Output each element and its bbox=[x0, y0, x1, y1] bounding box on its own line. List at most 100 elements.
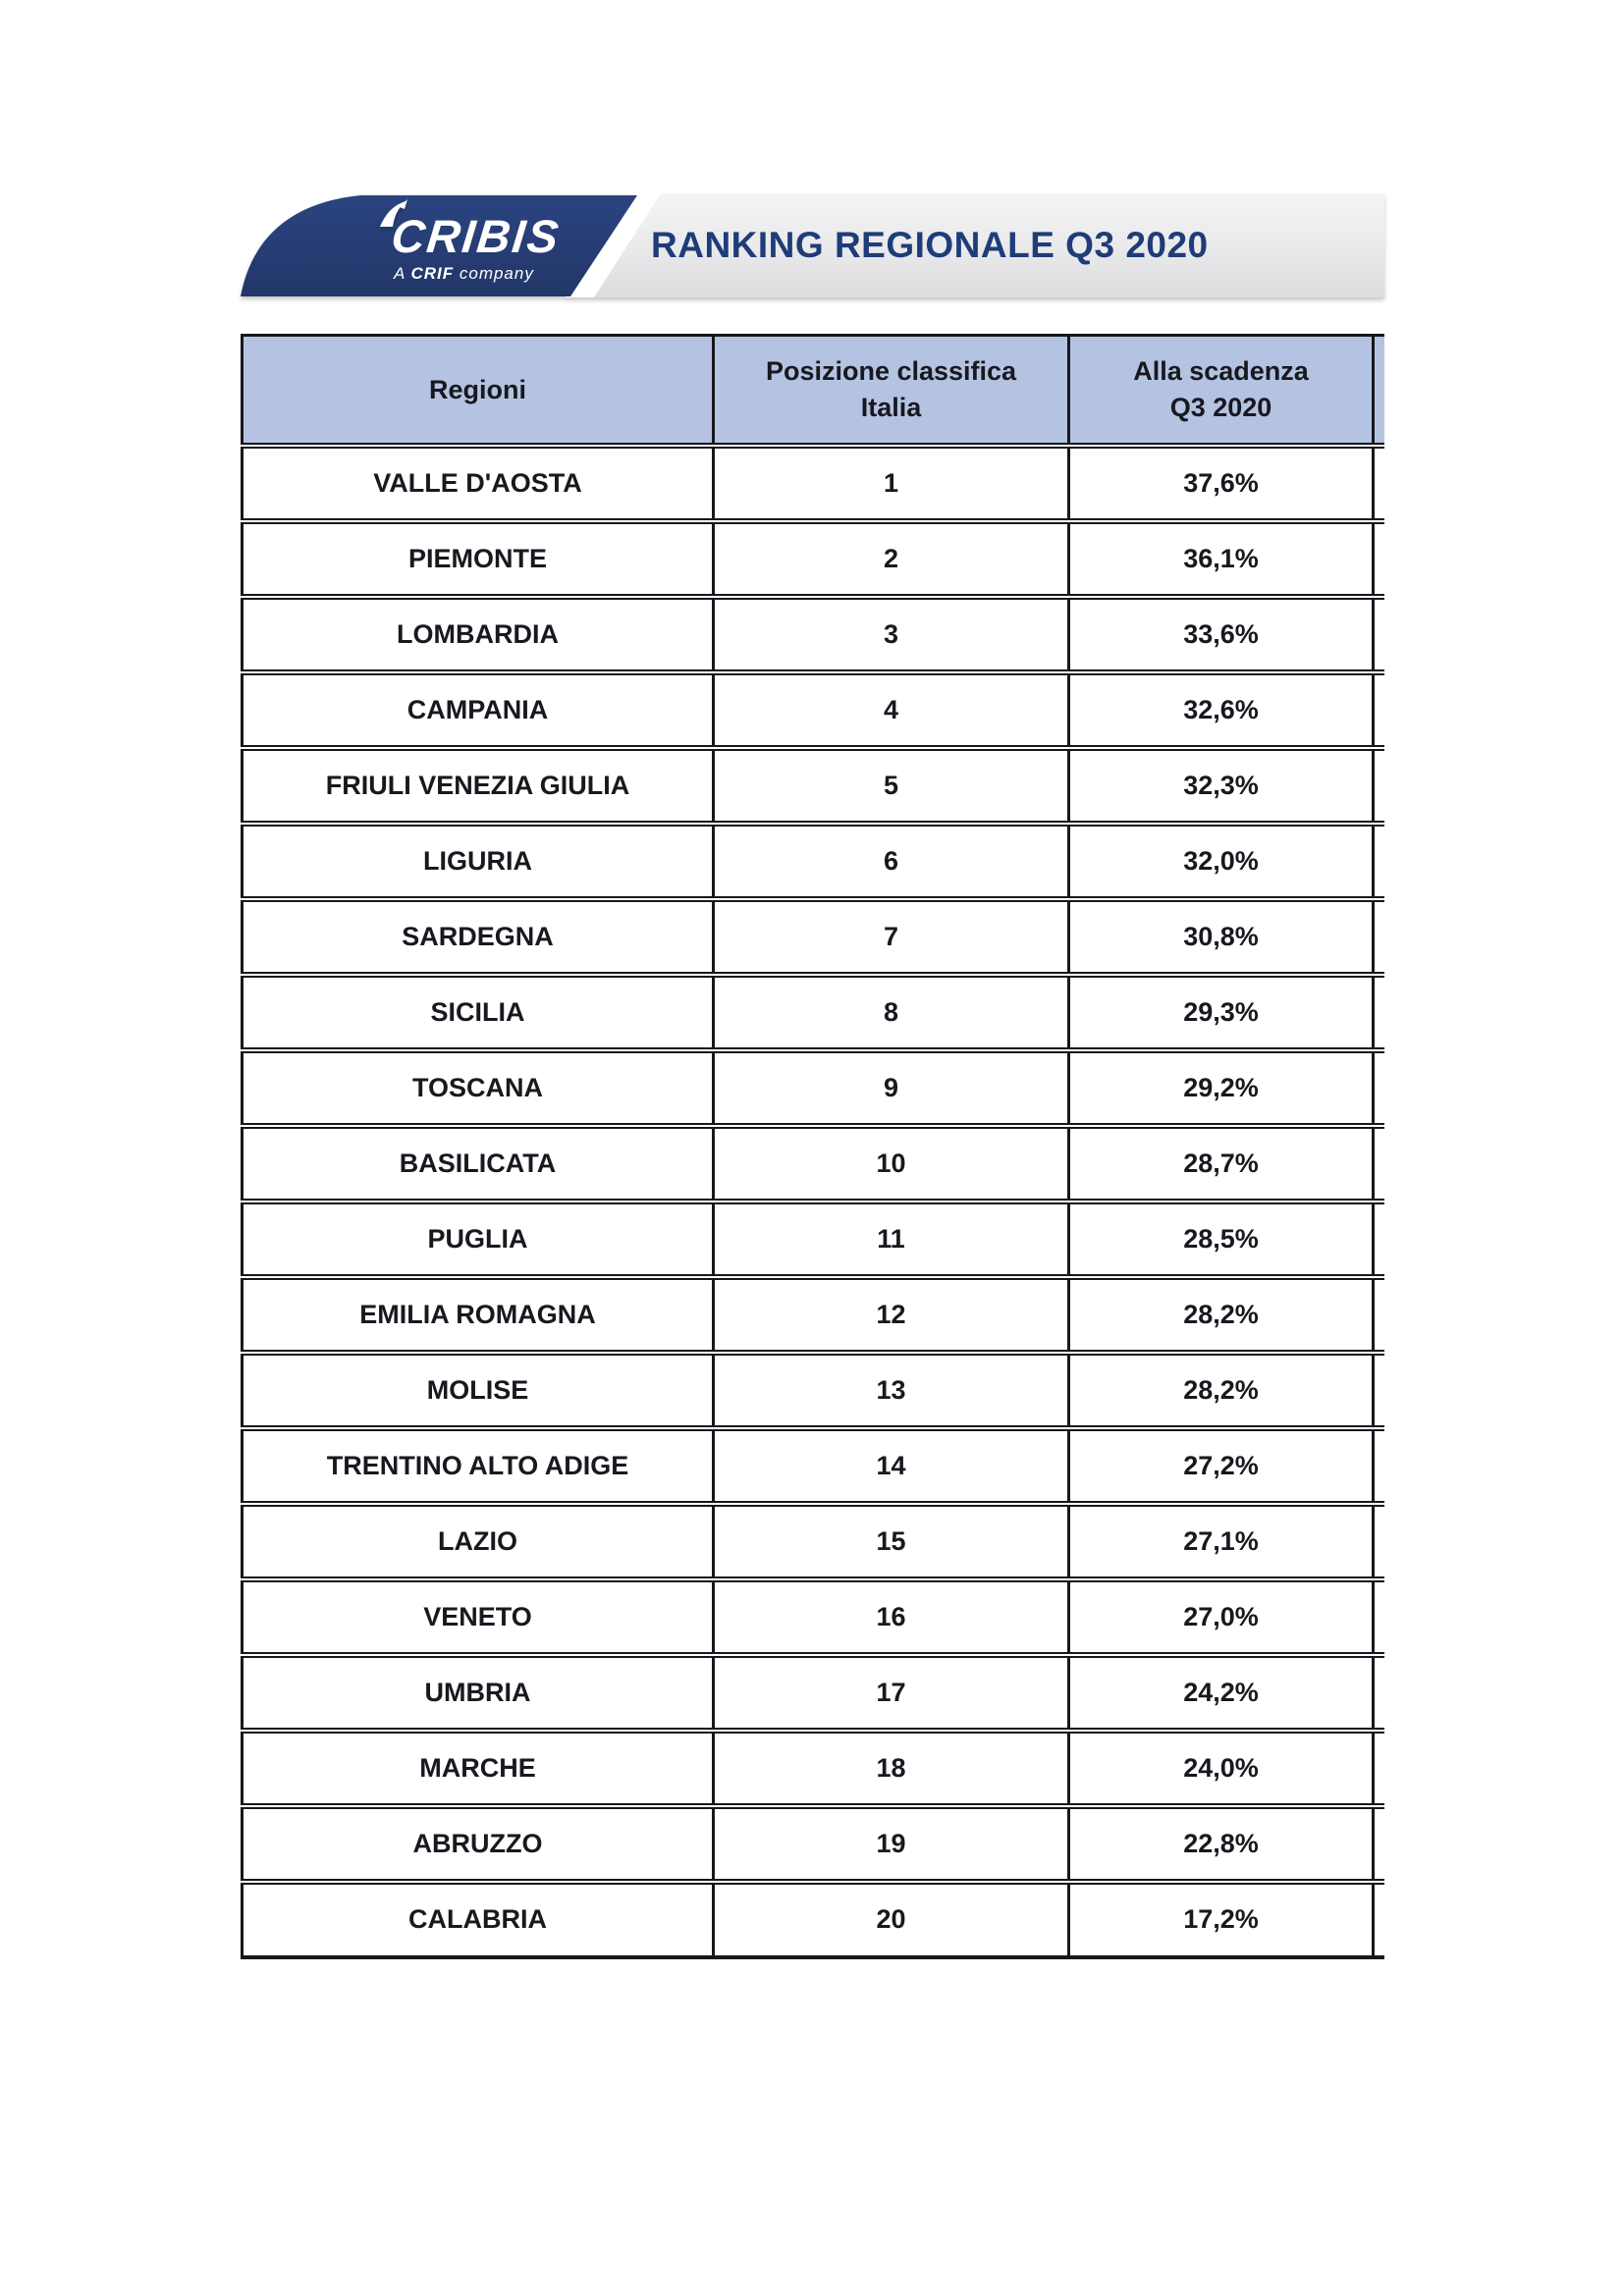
cutoff-cell bbox=[1372, 971, 1384, 1050]
value-cell: 22,8% bbox=[1067, 1802, 1374, 1882]
rank-cell: 7 bbox=[712, 895, 1069, 975]
region-cell: FRIULI VENEZIA GIULIA bbox=[242, 744, 714, 824]
region-cell: LOMBARDIA bbox=[242, 593, 714, 672]
cribis-logo: CRIBIS A CRIF company bbox=[366, 199, 661, 292]
region-cell: MARCHE bbox=[242, 1727, 714, 1806]
header-banner: CRIBIS A CRIF company RANKING REGIONALE … bbox=[241, 193, 1384, 297]
cutoff-cell bbox=[1372, 1878, 1384, 1957]
table-row: LAZIO 15 27,1% bbox=[242, 1500, 1384, 1579]
rank-cell: 1 bbox=[712, 445, 1069, 521]
page-title: RANKING REGIONALE Q3 2020 bbox=[651, 225, 1209, 265]
value-cell: 32,0% bbox=[1067, 820, 1374, 899]
column-header-posizione: Posizione classifica Italia bbox=[712, 335, 1069, 449]
table-row: UMBRIA 17 24,2% bbox=[242, 1651, 1384, 1731]
cutoff-cell bbox=[1372, 1198, 1384, 1277]
cutoff-cell bbox=[1372, 1046, 1384, 1126]
cutoff-cell bbox=[1372, 895, 1384, 975]
region-cell: PIEMONTE bbox=[242, 517, 714, 597]
table-row: VALLE D'AOSTA 1 37,6% bbox=[242, 445, 1384, 521]
rank-cell: 10 bbox=[712, 1122, 1069, 1201]
value-cell: 27,1% bbox=[1067, 1500, 1374, 1579]
rank-cell: 15 bbox=[712, 1500, 1069, 1579]
region-cell: CALABRIA bbox=[242, 1878, 714, 1957]
table-row: TOSCANA 9 29,2% bbox=[242, 1046, 1384, 1126]
table-row: LOMBARDIA 3 33,6% bbox=[242, 593, 1384, 672]
banner-white-slash bbox=[565, 193, 661, 297]
column-header-scadenza: Alla scadenza Q3 2020 bbox=[1067, 335, 1374, 449]
table-row: MARCHE 18 24,0% bbox=[242, 1727, 1384, 1806]
rank-cell: 11 bbox=[712, 1198, 1069, 1277]
header-line: Regioni bbox=[429, 374, 526, 404]
value-cell: 24,2% bbox=[1067, 1651, 1374, 1731]
banner-gray-band bbox=[592, 193, 1384, 297]
cutoff-cell bbox=[1372, 445, 1384, 521]
rank-cell: 5 bbox=[712, 744, 1069, 824]
cribis-logo-text: CRIBIS bbox=[389, 210, 564, 262]
tagline-a: A bbox=[394, 264, 406, 283]
banner-navy-swoosh bbox=[241, 195, 637, 296]
rank-cell: 13 bbox=[712, 1349, 1069, 1428]
value-cell: 27,2% bbox=[1067, 1424, 1374, 1504]
header-line: Posizione classifica bbox=[765, 356, 1017, 387]
rank-cell: 4 bbox=[712, 668, 1069, 748]
cutoff-cell bbox=[1372, 668, 1384, 748]
table-row: CAMPANIA 4 32,6% bbox=[242, 668, 1384, 748]
rank-cell: 9 bbox=[712, 1046, 1069, 1126]
value-cell: 28,5% bbox=[1067, 1198, 1374, 1277]
rank-cell: 18 bbox=[712, 1727, 1069, 1806]
table-row: PIEMONTE 2 36,1% bbox=[242, 517, 1384, 597]
rank-cell: 20 bbox=[712, 1878, 1069, 1957]
cutoff-cell bbox=[1372, 820, 1384, 899]
header-line: Alla scadenza bbox=[1133, 356, 1309, 387]
cutoff-cell bbox=[1372, 1651, 1384, 1731]
table-row: MOLISE 13 28,2% bbox=[242, 1349, 1384, 1428]
region-cell: VENETO bbox=[242, 1575, 714, 1655]
value-cell: 32,6% bbox=[1067, 668, 1374, 748]
cutoff-cell bbox=[1372, 593, 1384, 672]
tagline-crif: CRIF bbox=[410, 264, 455, 283]
rank-cell: 17 bbox=[712, 1651, 1069, 1731]
rank-cell: 14 bbox=[712, 1424, 1069, 1504]
table-row: LIGURIA 6 32,0% bbox=[242, 820, 1384, 899]
value-cell: 27,0% bbox=[1067, 1575, 1374, 1655]
value-cell: 28,2% bbox=[1067, 1349, 1374, 1428]
region-cell: CAMPANIA bbox=[242, 668, 714, 748]
value-cell: 29,2% bbox=[1067, 1046, 1374, 1126]
value-cell: 28,2% bbox=[1067, 1273, 1374, 1353]
value-cell: 36,1% bbox=[1067, 517, 1374, 597]
banner-background-shapes bbox=[241, 193, 1384, 297]
cutoff-cell bbox=[1372, 1500, 1384, 1579]
table-body: VALLE D'AOSTA 1 37,6% PIEMONTE 2 36,1% L… bbox=[242, 445, 1384, 1957]
table-row: VENETO 16 27,0% bbox=[242, 1575, 1384, 1655]
column-header-regioni: Regioni bbox=[242, 335, 714, 449]
table-row: EMILIA ROMAGNA 12 28,2% bbox=[242, 1273, 1384, 1353]
rank-cell: 8 bbox=[712, 971, 1069, 1050]
value-cell: 30,8% bbox=[1067, 895, 1374, 975]
region-cell: UMBRIA bbox=[242, 1651, 714, 1731]
tagline-company: company bbox=[459, 264, 534, 283]
table-row: BASILICATA 10 28,7% bbox=[242, 1122, 1384, 1201]
rank-cell: 12 bbox=[712, 1273, 1069, 1353]
region-cell: TOSCANA bbox=[242, 1046, 714, 1126]
rank-cell: 6 bbox=[712, 820, 1069, 899]
region-cell: PUGLIA bbox=[242, 1198, 714, 1277]
cutoff-cell bbox=[1372, 1575, 1384, 1655]
value-cell: 33,6% bbox=[1067, 593, 1374, 672]
region-cell: LIGURIA bbox=[242, 820, 714, 899]
region-cell: BASILICATA bbox=[242, 1122, 714, 1201]
cutoff-cell bbox=[1372, 744, 1384, 824]
region-cell: SICILIA bbox=[242, 971, 714, 1050]
value-cell: 37,6% bbox=[1067, 445, 1374, 521]
rank-cell: 16 bbox=[712, 1575, 1069, 1655]
value-cell: 28,7% bbox=[1067, 1122, 1374, 1201]
column-header-cutoff bbox=[1372, 335, 1384, 449]
region-cell: SARDEGNA bbox=[242, 895, 714, 975]
region-cell: EMILIA ROMAGNA bbox=[242, 1273, 714, 1353]
value-cell: 17,2% bbox=[1067, 1878, 1374, 1957]
cutoff-cell bbox=[1372, 1727, 1384, 1806]
cutoff-cell bbox=[1372, 1349, 1384, 1428]
header-line: Q3 2020 bbox=[1169, 392, 1272, 422]
cutoff-cell bbox=[1372, 1424, 1384, 1504]
table-row: TRENTINO ALTO ADIGE 14 27,2% bbox=[242, 1424, 1384, 1504]
table-row: FRIULI VENEZIA GIULIA 5 32,3% bbox=[242, 744, 1384, 824]
